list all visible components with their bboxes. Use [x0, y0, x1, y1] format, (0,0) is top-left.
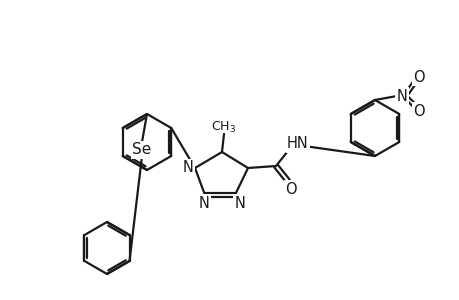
Text: O: O — [412, 70, 424, 85]
Text: N: N — [198, 196, 209, 211]
Text: Se: Se — [132, 142, 151, 158]
Text: CH$_3$: CH$_3$ — [211, 119, 236, 134]
Text: HN: HN — [286, 136, 308, 152]
Text: O: O — [285, 182, 296, 196]
Text: O: O — [412, 103, 424, 118]
Text: N: N — [182, 160, 193, 175]
Text: N: N — [396, 88, 407, 104]
Text: N: N — [234, 196, 245, 211]
